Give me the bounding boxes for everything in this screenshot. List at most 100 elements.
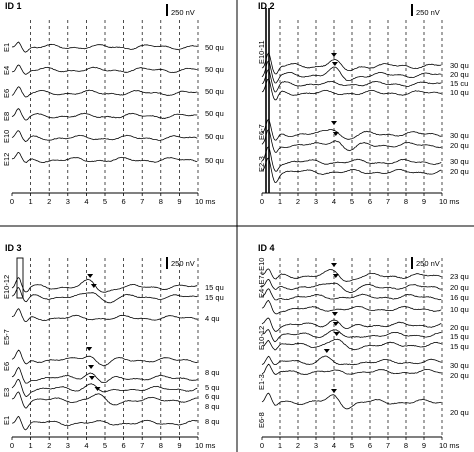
electrode-label: E5-7 xyxy=(2,329,11,345)
panel-id3-title: ID 3 xyxy=(5,243,22,253)
trace-label: 50 qu xyxy=(205,109,224,118)
trace-line xyxy=(11,366,198,384)
x-tick-label: 6 xyxy=(122,441,126,450)
x-tick-label: 9 xyxy=(422,197,426,206)
trace-line xyxy=(261,118,442,141)
peak-arrow-marker xyxy=(94,387,101,391)
trace-line xyxy=(11,277,198,293)
peak-arrow-marker xyxy=(88,376,95,380)
panel-id3: ID 3 250 nV E10-12 E5-7 E6 E3 E1 15 qu 1… xyxy=(2,243,224,426)
x-tick-label: 1 xyxy=(29,197,33,206)
trace-line xyxy=(261,338,442,351)
trace-label: 10 qu xyxy=(450,88,469,97)
trace-label: 6 qu xyxy=(205,392,220,401)
x-tick-label: 0 xyxy=(260,197,264,206)
electrode-label: E10 xyxy=(2,130,11,143)
trace-line xyxy=(261,78,442,101)
x-tick-label: 1 xyxy=(29,441,33,450)
trace-label: 50 qu xyxy=(205,132,224,141)
x-tick-label: 1 xyxy=(278,441,282,450)
x-tick-label: 4 xyxy=(332,441,336,450)
trace-line xyxy=(261,268,442,282)
trace-line xyxy=(11,308,198,322)
panel-id2-scale-label: 250 nV xyxy=(416,8,440,17)
trace-line xyxy=(11,108,198,121)
panel-id1-scale-label: 250 nV xyxy=(171,8,195,17)
x-tick-label: 9 xyxy=(177,441,181,450)
peak-arrow-marker xyxy=(333,332,340,336)
trace-label: 15 cu xyxy=(450,79,468,88)
electrode-label: E12 xyxy=(2,153,11,166)
x-tick-label: 5 xyxy=(103,197,107,206)
panel-id1-title: ID 1 xyxy=(5,1,22,11)
panel-id4-title: ID 4 xyxy=(258,243,275,253)
trace-line xyxy=(11,349,198,367)
peak-arrow-marker xyxy=(87,274,94,278)
trace-line xyxy=(11,415,198,431)
panel-id2: ID 2 250 nV E10-11 E6-7 E2-3 30 qu 20 qu… xyxy=(257,1,469,176)
peak-arrow-marker xyxy=(88,365,95,369)
x-tick-label: 4 xyxy=(84,197,88,206)
electrode-label: E10-11 xyxy=(257,40,266,64)
electrode-label: E6-8 xyxy=(257,412,266,428)
x-tick-label: 6 xyxy=(122,197,126,206)
electrode-label: E6-7 xyxy=(257,124,266,140)
x-tick-label: 3 xyxy=(314,197,318,206)
trace-line xyxy=(11,41,198,53)
x-tick-label: 4 xyxy=(332,197,336,206)
electrode-label: E1 xyxy=(2,416,11,425)
trace-line xyxy=(11,287,198,304)
trace-label: 20 qu xyxy=(450,371,469,380)
x-tick-label: 2 xyxy=(47,441,51,450)
peak-arrow-marker xyxy=(331,121,337,125)
trace-line xyxy=(11,391,198,409)
trace-label: 50 qu xyxy=(205,87,224,96)
x-tick-label: 4 xyxy=(84,441,88,450)
electrode-label: E1 xyxy=(2,43,11,52)
peak-arrow-marker xyxy=(331,263,337,267)
peak-arrow-marker xyxy=(332,132,339,136)
x-tick-label: 3 xyxy=(66,197,70,206)
x-tick-label: 3 xyxy=(66,441,70,450)
x-tick-label: 0 xyxy=(260,441,264,450)
trace-label: 50 qu xyxy=(205,43,224,52)
trace-line xyxy=(11,378,198,397)
x-tick-label: 3 xyxy=(314,441,318,450)
trace-label: 5 qu xyxy=(205,383,220,392)
trace-line xyxy=(11,152,198,164)
trace-label: 20 qu xyxy=(450,323,469,332)
x-tick-label: 5 xyxy=(350,441,354,450)
electrode-label: E4+E7+E10 xyxy=(257,258,266,298)
peak-arrow-marker xyxy=(86,347,93,351)
x-tick-label: 8 xyxy=(159,441,163,450)
peak-arrow-marker xyxy=(323,349,330,353)
electrode-label: E8 xyxy=(2,112,11,121)
trace-line xyxy=(261,52,442,75)
peak-arrow-marker xyxy=(331,312,338,316)
x-tick-label: 8 xyxy=(404,197,408,206)
trace-line xyxy=(261,299,442,315)
x-tick-label: 7 xyxy=(140,197,144,206)
trace-line xyxy=(261,317,442,332)
peak-arrow-marker xyxy=(332,274,339,278)
electrode-label: E10-12 xyxy=(2,275,11,299)
trace-label: 20 qu xyxy=(450,283,469,292)
electrode-label: E3 xyxy=(2,388,11,397)
trace-label: 50 qu xyxy=(205,65,224,74)
trace-label: 20 qu xyxy=(450,167,469,176)
trace-line xyxy=(261,129,442,153)
x-tick-label: 8 xyxy=(404,441,408,450)
panel-id1: ID 1 250 nV E1 E4 E6 E8 E10 E12 50 qu 50… xyxy=(2,1,224,166)
trace-line xyxy=(11,86,198,98)
trace-label: 23 qu xyxy=(450,272,469,281)
trace-label: 15 qu xyxy=(450,332,469,341)
trace-label: 30 qu xyxy=(450,157,469,166)
trace-line xyxy=(261,68,442,93)
trace-label: 30 qu xyxy=(450,361,469,370)
x-tick-label: 1 xyxy=(278,197,282,206)
trace-line xyxy=(11,64,198,75)
peak-arrow-marker xyxy=(331,62,338,66)
x-tick-label: 9 xyxy=(422,441,426,450)
x-tick-label: 8 xyxy=(159,197,163,206)
